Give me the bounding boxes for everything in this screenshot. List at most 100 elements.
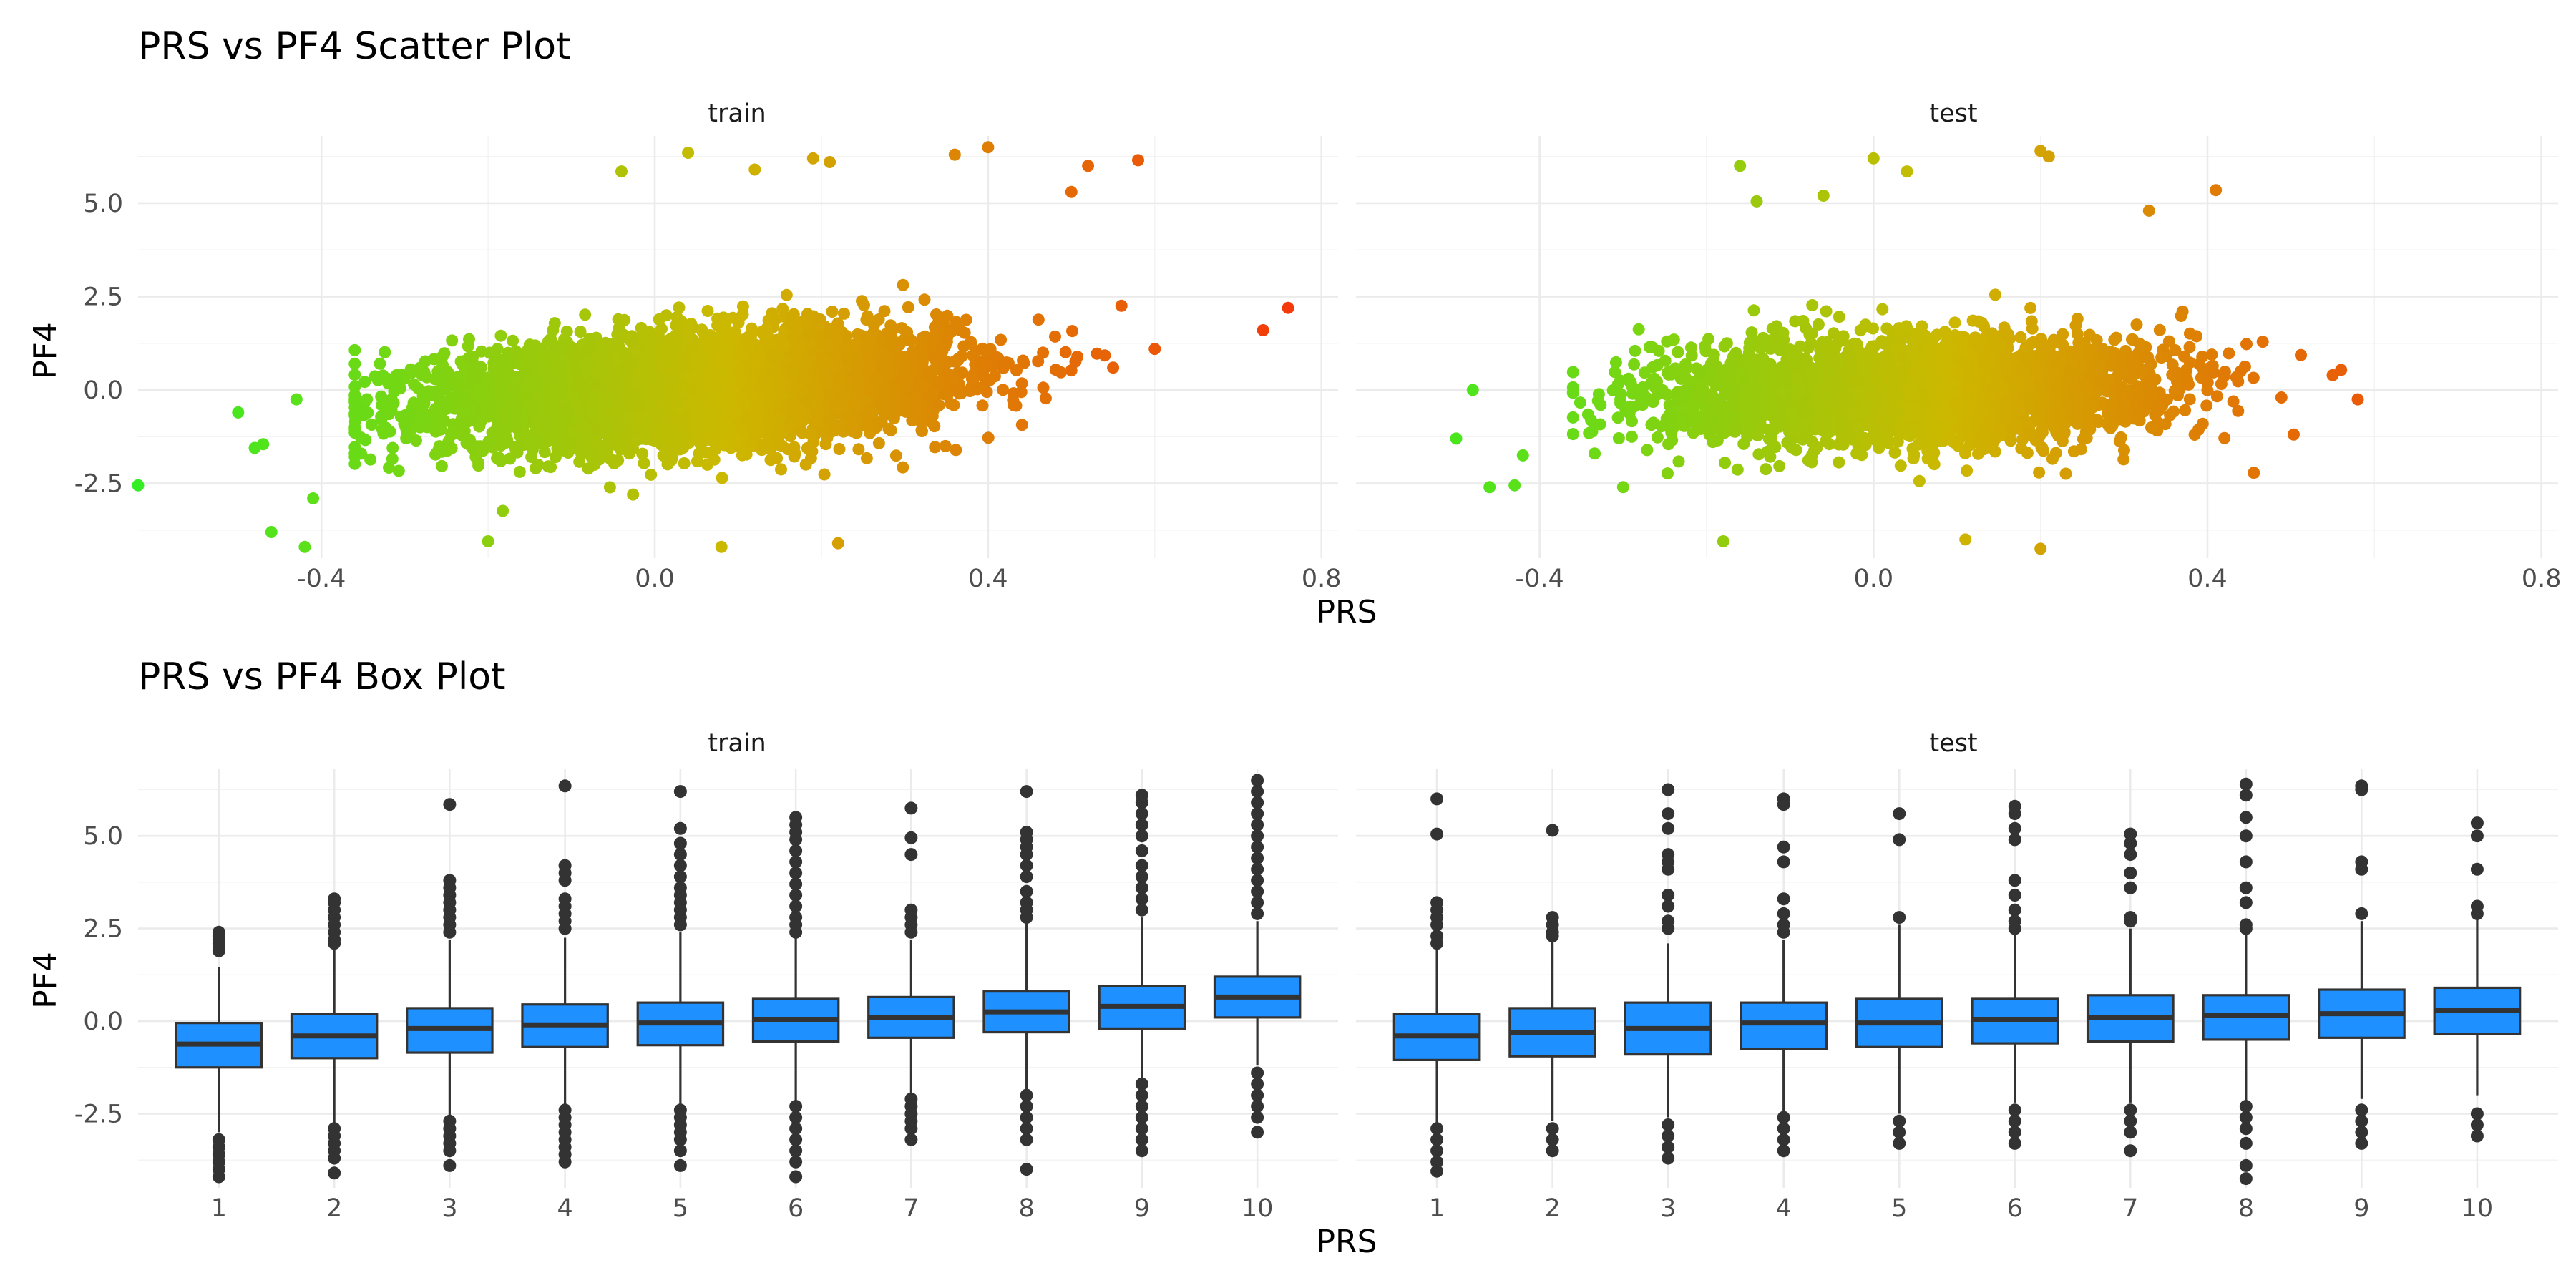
data-point [432,444,445,457]
data-point [439,383,452,396]
data-point [542,460,555,473]
data-point [831,317,844,330]
data-point [859,331,872,344]
data-point [872,436,885,449]
data-point [379,346,391,358]
data-point [431,365,444,378]
data-point [472,457,485,469]
scatter-strip-train: train [708,99,766,128]
points [132,141,1294,553]
data-point [361,393,374,406]
data-point [915,424,928,436]
data-point [1059,346,1072,358]
data-point [653,313,665,326]
data-point [826,306,839,318]
data-point [582,462,595,475]
data-point [386,441,399,454]
data-point [600,393,613,406]
data-point [491,343,504,356]
data-point [673,301,686,314]
data-point [864,407,877,419]
data-point [995,333,1008,346]
data-point [732,316,745,329]
y-tick-label: 0.0 [83,376,123,405]
x-tick-label: 0.8 [1302,565,1342,593]
data-point [907,350,920,363]
boxplot-x-axis-label: PRS [1316,1224,1377,1260]
data-point [1049,364,1062,376]
y-tick-label: -2.5 [74,470,123,499]
data-point [818,468,831,481]
data-point [898,380,911,393]
data-point [394,410,407,423]
data-point [941,309,954,322]
data-point [579,308,592,321]
data-point [507,334,519,347]
scatter-title: PRS vs PF4 Scatter Plot [138,25,570,68]
data-point [717,426,730,439]
data-point [780,288,793,301]
x-tick-label: 0.4 [968,565,1008,593]
data-point [801,308,814,321]
data-point [929,441,942,454]
data-point [637,326,649,338]
data-point [1071,351,1084,363]
data-point [860,313,873,326]
data-point [374,357,386,370]
boxplot-strip-test: test [1929,729,1977,758]
data-point [918,293,931,306]
data-point [400,432,413,445]
data-point [889,449,902,462]
data-point [348,369,361,381]
data-point [557,417,570,430]
data-point [475,361,487,374]
data-point [525,451,538,464]
data-point [956,366,969,379]
data-point [1015,419,1028,431]
data-point [386,452,399,465]
data-point [359,434,372,447]
scatter-strip-test: test [1929,99,1977,128]
data-point [1039,392,1052,405]
data-point [348,393,361,406]
data-point [529,339,542,352]
data-point [377,427,390,440]
x-tick-label: -0.4 [297,565,346,593]
data-point [976,399,989,412]
data-point [804,428,817,441]
data-point [364,453,377,466]
data-point [716,472,728,484]
data-point [375,390,388,403]
data-point [497,504,509,517]
data-point [738,446,751,459]
data-point [453,377,466,390]
data-point [574,326,587,338]
data-point [878,305,891,318]
data-point [521,437,534,450]
data-point [858,298,870,311]
data-point [463,333,475,346]
data-point [950,444,962,457]
data-point [479,397,492,410]
data-point [477,444,489,457]
data-point [833,443,846,455]
x-tick-label: 0.0 [635,565,675,593]
data-point [941,329,954,342]
y-tick-label: 2.5 [83,283,123,312]
data-point [901,326,914,338]
data-point [446,334,459,347]
data-point [1066,325,1078,338]
data-point [951,383,964,396]
data-point [456,428,469,441]
data-point [799,458,812,471]
data-point [1037,381,1050,394]
data-point [627,488,640,501]
data-point [824,414,836,427]
data-point [1015,377,1028,390]
data-point [785,312,798,324]
data-point [819,438,832,451]
data-point [348,357,361,370]
data-point [482,371,494,384]
data-point [591,348,604,361]
boxplot-title: PRS vs PF4 Box Plot [138,655,506,698]
